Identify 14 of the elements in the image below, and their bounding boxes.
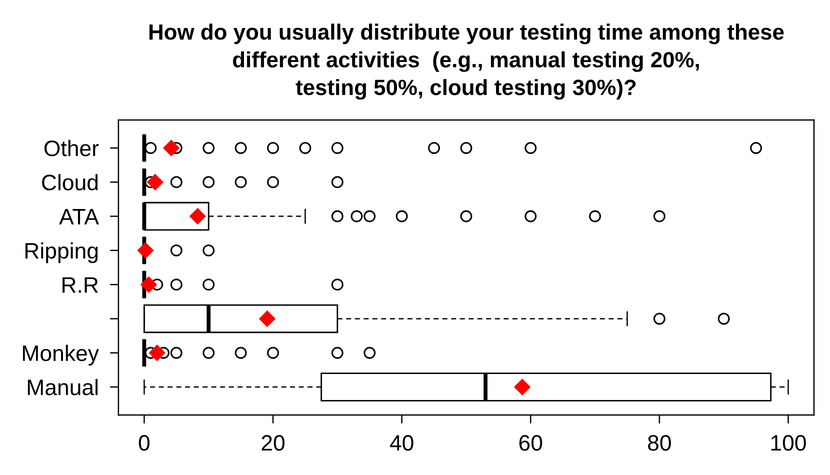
- x-tick-label: 80: [648, 435, 671, 451]
- y-tick-label: R.R: [62, 277, 98, 293]
- x-tick-label: 40: [390, 435, 414, 451]
- x-tick-label: 20: [262, 435, 284, 451]
- y-tick-label: Manual: [28, 378, 98, 396]
- y-tick-label: ATA: [59, 209, 99, 224]
- x-tick-label: 60: [519, 435, 542, 451]
- y-tick-label: Cloud: [42, 174, 98, 190]
- x-tick-label: 0: [138, 435, 150, 451]
- x-tick-label: 100: [771, 435, 806, 451]
- y-tick-label: Ripping: [25, 242, 98, 264]
- y-tick-label: Other: [44, 140, 99, 156]
- y-tick-label: Monkey: [23, 344, 99, 366]
- chart-title: How do you usually distribute your testing time among these different activities (e.g., manual testing 20%, testing 50%, cloud testing 30%)?: [149, 24, 784, 100]
